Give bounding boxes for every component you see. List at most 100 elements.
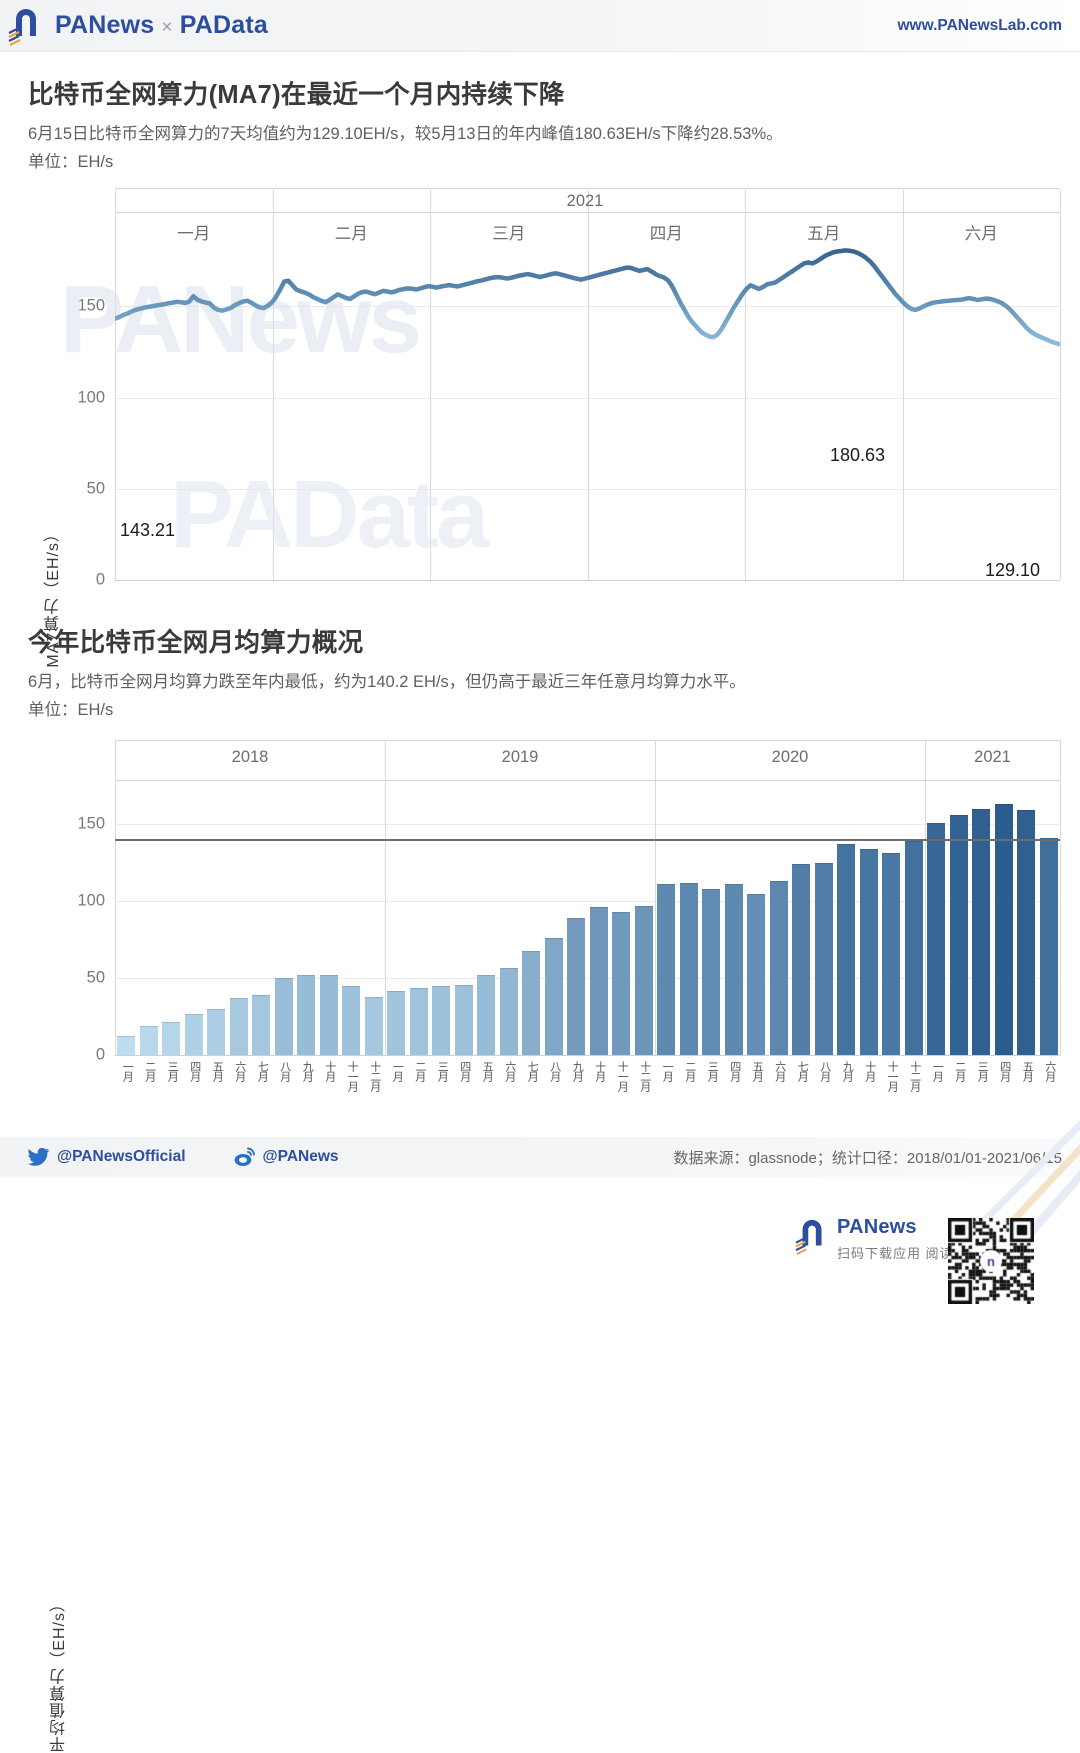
chart2-x-tick: 一月 xyxy=(931,1061,944,1081)
chart2-gridline xyxy=(115,977,1060,979)
chart2-year-label: 2018 xyxy=(231,748,269,766)
brand-pa-data: PA xyxy=(179,11,213,39)
chart2-year-divider xyxy=(115,740,116,1055)
brand-text: PANews × PAData xyxy=(55,11,268,40)
chart2-x-tick: 十二月 xyxy=(908,1061,921,1091)
chart2-x-tick: 十一月 xyxy=(886,1061,899,1091)
chart1-annotation-end: 129.10 xyxy=(985,560,1041,580)
chart1-month-label: 一月 xyxy=(177,225,211,243)
brand-pa-news: PA xyxy=(55,11,89,39)
chart2-x-tick: 十一月 xyxy=(616,1061,629,1091)
chart2-bar xyxy=(814,862,833,1055)
brand-data: Data xyxy=(212,11,268,39)
chart2-bar xyxy=(477,975,496,1055)
chart1-year-label: 2021 xyxy=(566,192,604,210)
chart2-x-tick: 一月 xyxy=(661,1061,674,1081)
chart2-x-tick: 五月 xyxy=(1021,1061,1034,1081)
brand-news: News xyxy=(88,11,155,39)
chart2-bar xyxy=(792,864,811,1055)
chart2-bar xyxy=(657,884,676,1055)
qr-code-icon[interactable] xyxy=(948,1218,1034,1304)
chart2-x-tick: 七月 xyxy=(256,1061,269,1081)
chart2-x-tick: 十二月 xyxy=(368,1061,381,1091)
weibo-eye-icon xyxy=(234,1147,255,1166)
section-one-subtitle: 6月15日比特币全网算力的7天均值约为129.10EH/s，较5月13日的年内峰… xyxy=(28,125,783,143)
chart2-x-tick: 十二月 xyxy=(638,1061,651,1091)
chart1-month-divider xyxy=(587,190,589,580)
chart2-x-tick: 六月 xyxy=(773,1061,786,1081)
chart1-month-divider xyxy=(272,190,274,580)
chart2-x-tick: 三月 xyxy=(706,1061,719,1081)
chart2-x-tick: 九月 xyxy=(571,1061,584,1081)
chart1-line-plot xyxy=(115,215,1060,580)
chart1-month-label: 四月 xyxy=(649,225,683,243)
chart2-x-tick: 十一月 xyxy=(346,1061,359,1091)
chart2-bar xyxy=(274,978,293,1055)
chart2-bar xyxy=(207,1009,226,1055)
chart2-y-tick: 100 xyxy=(77,891,105,910)
chart2-bar xyxy=(522,950,541,1055)
chart1-month-divider xyxy=(430,190,431,580)
chart2-bar xyxy=(724,884,743,1055)
arch-logo-icon-bottom xyxy=(795,1219,822,1255)
chart1-month-divider xyxy=(745,190,746,580)
brand-separator: × xyxy=(161,17,173,38)
chart2-bar xyxy=(1017,810,1036,1055)
chart2-reference-line xyxy=(115,838,1060,841)
chart2-bar xyxy=(747,893,766,1055)
chart1-header-top-rule xyxy=(115,188,1060,189)
bar-chart-monthly-avg-hashrate: 平均值算力（EH/s） 0 50 100 150 2018 2019 2020 2021 一… xyxy=(0,740,1080,1753)
chart1-y-tick: 0 xyxy=(95,570,105,589)
chart2-bar xyxy=(769,881,788,1055)
twitter-handle-group[interactable]: @PANewsOfficial xyxy=(28,1148,186,1166)
chart2-x-tick: 八月 xyxy=(818,1061,831,1081)
chart2-gridline xyxy=(115,823,1060,825)
chart2-bar xyxy=(139,1026,158,1055)
section-one: 比特币全网算力(MA7)在最近一个月内持续下降 6月15日比特币全网算力的7天均… xyxy=(0,74,1080,177)
chart2-year-label: 2019 xyxy=(501,748,539,766)
chart2-bar xyxy=(949,814,968,1055)
chart2-year-label: 2021 xyxy=(974,748,1011,766)
section-two-unit: 单位：EH/s xyxy=(28,701,114,720)
bottom-brand-text: PANews xyxy=(837,1216,982,1239)
chart2-bar xyxy=(499,967,518,1055)
chart2-bar xyxy=(544,938,563,1055)
chart2-gridline xyxy=(115,900,1060,902)
chart2-bar xyxy=(387,990,406,1055)
chart2-bar xyxy=(612,912,631,1055)
bottom-brand-block: PANews 扫码下载应用 阅读原文 xyxy=(795,1216,982,1262)
chart1-y-tick: 150 xyxy=(77,296,105,315)
weibo-handle-group[interactable]: @PANews xyxy=(234,1147,339,1167)
chart2-bar xyxy=(162,1021,181,1055)
chart2-x-tick: 二月 xyxy=(413,1061,426,1081)
weibo-handle-label: @PANews xyxy=(262,1148,339,1165)
chart1-series-path xyxy=(115,248,1060,347)
chart2-bar xyxy=(184,1013,203,1055)
chart2-x-tick: 二月 xyxy=(683,1061,696,1081)
chart2-x-tick: 五月 xyxy=(211,1061,224,1081)
chart2-x-tick: 十月 xyxy=(593,1061,606,1081)
chart2-x-tick: 八月 xyxy=(548,1061,561,1081)
chart2-x-tick: 六月 xyxy=(233,1061,246,1081)
chart2-bar xyxy=(432,986,451,1055)
chart2-axis-right xyxy=(1060,740,1061,1055)
bottom-brand-news: News xyxy=(863,1216,917,1238)
chart2-bar xyxy=(409,987,428,1055)
chart2-header-rule xyxy=(115,780,1060,781)
chart2-bar xyxy=(117,1035,136,1055)
chart2-x-tick: 六月 xyxy=(1043,1061,1056,1081)
chart1-gridline xyxy=(115,580,1060,581)
chart2-bar xyxy=(589,907,608,1055)
chart1-month-divider xyxy=(902,190,904,580)
chart1-axis-right xyxy=(1060,190,1061,580)
chart2-gridline xyxy=(115,1055,1060,1056)
chart2-bar xyxy=(882,853,901,1055)
chart2-bar xyxy=(319,975,338,1055)
chart2-x-tick: 七月 xyxy=(526,1061,539,1081)
chart2-bar xyxy=(1039,837,1058,1055)
chart1-y-tick: 100 xyxy=(77,388,105,406)
chart1-month-label: 三月 xyxy=(492,225,526,243)
chart2-year-divider xyxy=(655,740,656,1055)
chart2-x-tick: 六月 xyxy=(503,1061,516,1081)
chart1-y-tick: 50 xyxy=(86,479,105,498)
